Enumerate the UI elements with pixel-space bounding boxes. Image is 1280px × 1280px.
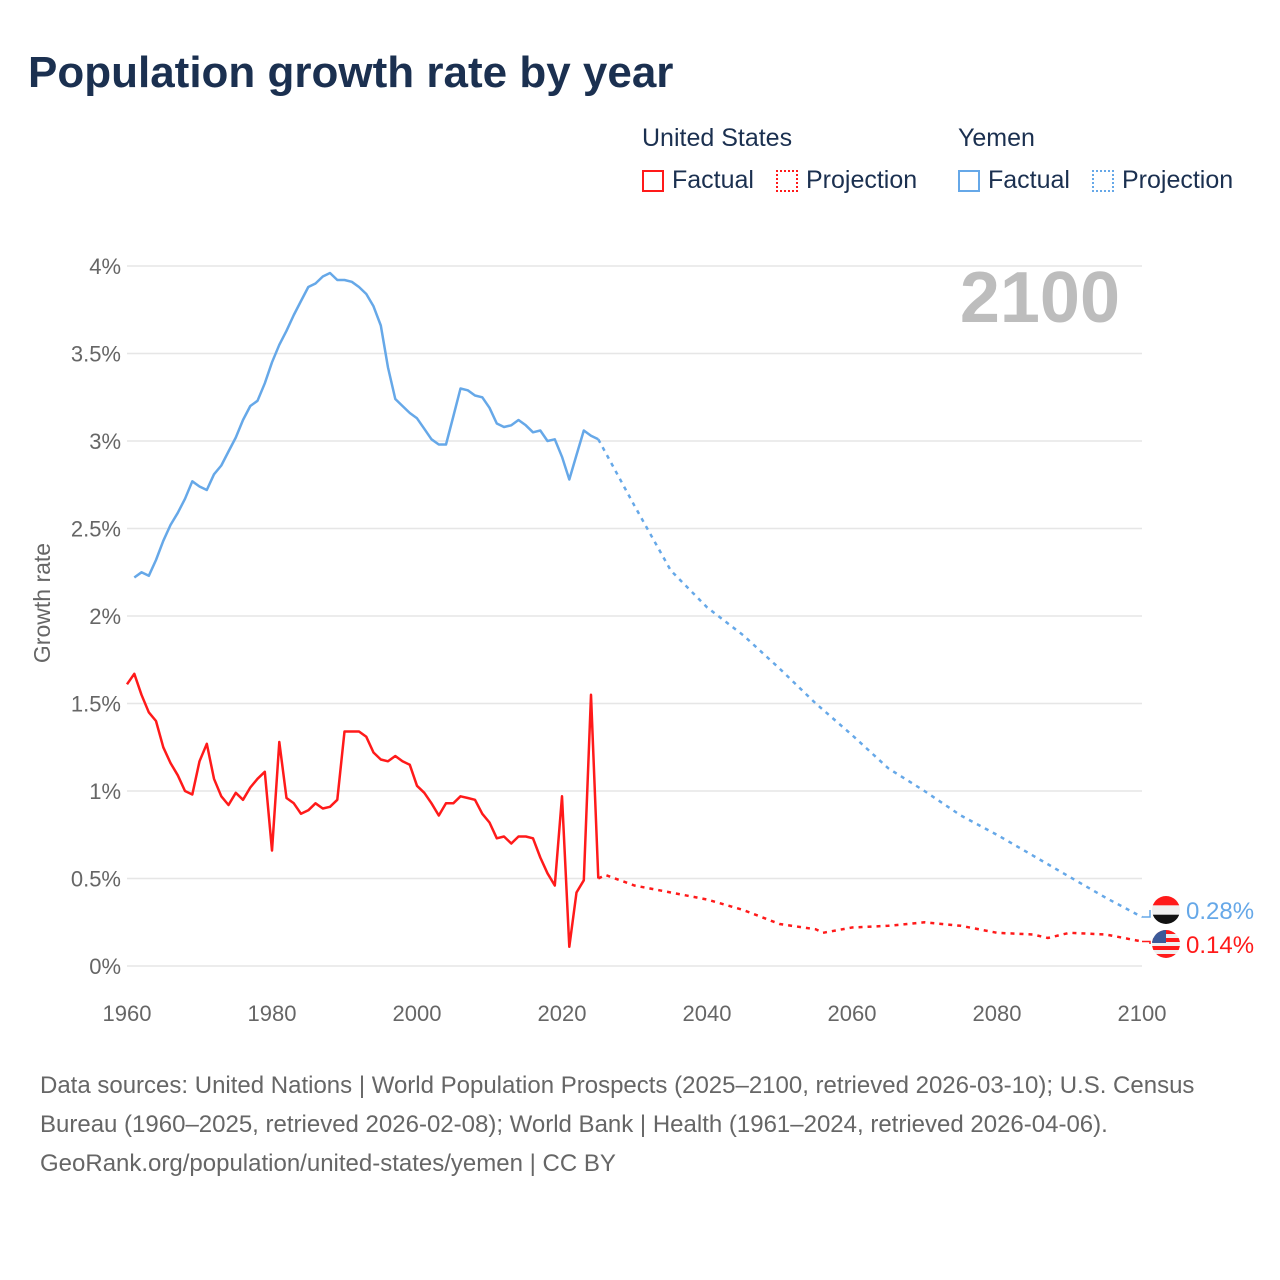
end-connector	[1142, 910, 1151, 918]
legend-us-factual[interactable]: Factual	[642, 166, 754, 195]
x-tick-label: 1980	[248, 1001, 297, 1026]
flag-stripe-red	[1152, 896, 1180, 906]
x-tick-label: 2080	[973, 1001, 1022, 1026]
yemen-flag-icon	[1152, 896, 1180, 924]
flag-stripe-white	[1152, 905, 1180, 915]
x-tick-label: 2040	[683, 1001, 732, 1026]
flag-stripe-black	[1152, 914, 1180, 924]
y-tick-label: 0.5%	[71, 867, 121, 892]
series-line-united-states-projection	[597, 873, 1143, 943]
end-value-label: 0.28%	[1186, 898, 1254, 925]
y-tick-label: 1%	[89, 779, 121, 804]
legend-swatch-dotted	[776, 169, 798, 192]
attribution: GeoRank.org/population/united-states/yem…	[40, 1150, 616, 1177]
legend-label: Projection	[806, 166, 918, 194]
legend-swatch-solid	[642, 169, 664, 192]
flag-canton	[1152, 930, 1166, 943]
y-tick-label: 0%	[89, 954, 121, 979]
x-tick-label: 2020	[538, 1001, 587, 1026]
y-tick-label: 3%	[89, 429, 121, 454]
end-connector	[1142, 940, 1151, 944]
y-tick-label: 2%	[89, 604, 121, 629]
legend-yemen-projection[interactable]: Projection	[1092, 166, 1233, 195]
year-watermark: 2100	[960, 258, 1120, 338]
flag-stripe	[1152, 946, 1180, 950]
legend-label: Factual	[672, 166, 754, 194]
legend-yemen-factual[interactable]: Factual	[958, 166, 1070, 195]
y-tick-label: 4%	[89, 254, 121, 279]
flag-stripe	[1152, 954, 1180, 958]
flag-body	[1152, 930, 1180, 958]
legend-swatch-solid	[958, 169, 980, 192]
legend-label: Projection	[1122, 166, 1234, 194]
y-axis-label: Growth rate	[29, 543, 55, 663]
legend-swatch-dotted	[1092, 169, 1114, 192]
x-tick-label: 2060	[828, 1001, 877, 1026]
legend-group-us: United States	[642, 124, 793, 152]
data-sources: Data sources: United Nations | World Pop…	[40, 1072, 1195, 1138]
flag-body	[1152, 896, 1180, 924]
y-tick-label: 1.5%	[71, 692, 121, 717]
series-line-yemen-factual	[133, 271, 599, 579]
x-tick-label: 2100	[1118, 1001, 1167, 1026]
y-tick-label: 2.5%	[71, 517, 121, 542]
end-value-label: 0.14%	[1186, 932, 1254, 959]
series-line-yemen-projection	[597, 438, 1143, 919]
legend-group-yemen: Yemen	[958, 124, 1035, 152]
x-tick-label: 1960	[103, 1001, 152, 1026]
legend-us-projection[interactable]: Projection	[776, 166, 917, 195]
y-tick-label: 3.5%	[71, 342, 121, 367]
footer: Data sources: United Nations | World Pop…	[40, 1066, 1230, 1183]
legend-label: Factual	[988, 166, 1070, 194]
chart-title: Population growth rate by year	[28, 48, 674, 97]
us-flag-icon	[1152, 930, 1180, 958]
x-tick-label: 2000	[393, 1001, 442, 1026]
series-line-united-states-factual	[125, 672, 600, 949]
